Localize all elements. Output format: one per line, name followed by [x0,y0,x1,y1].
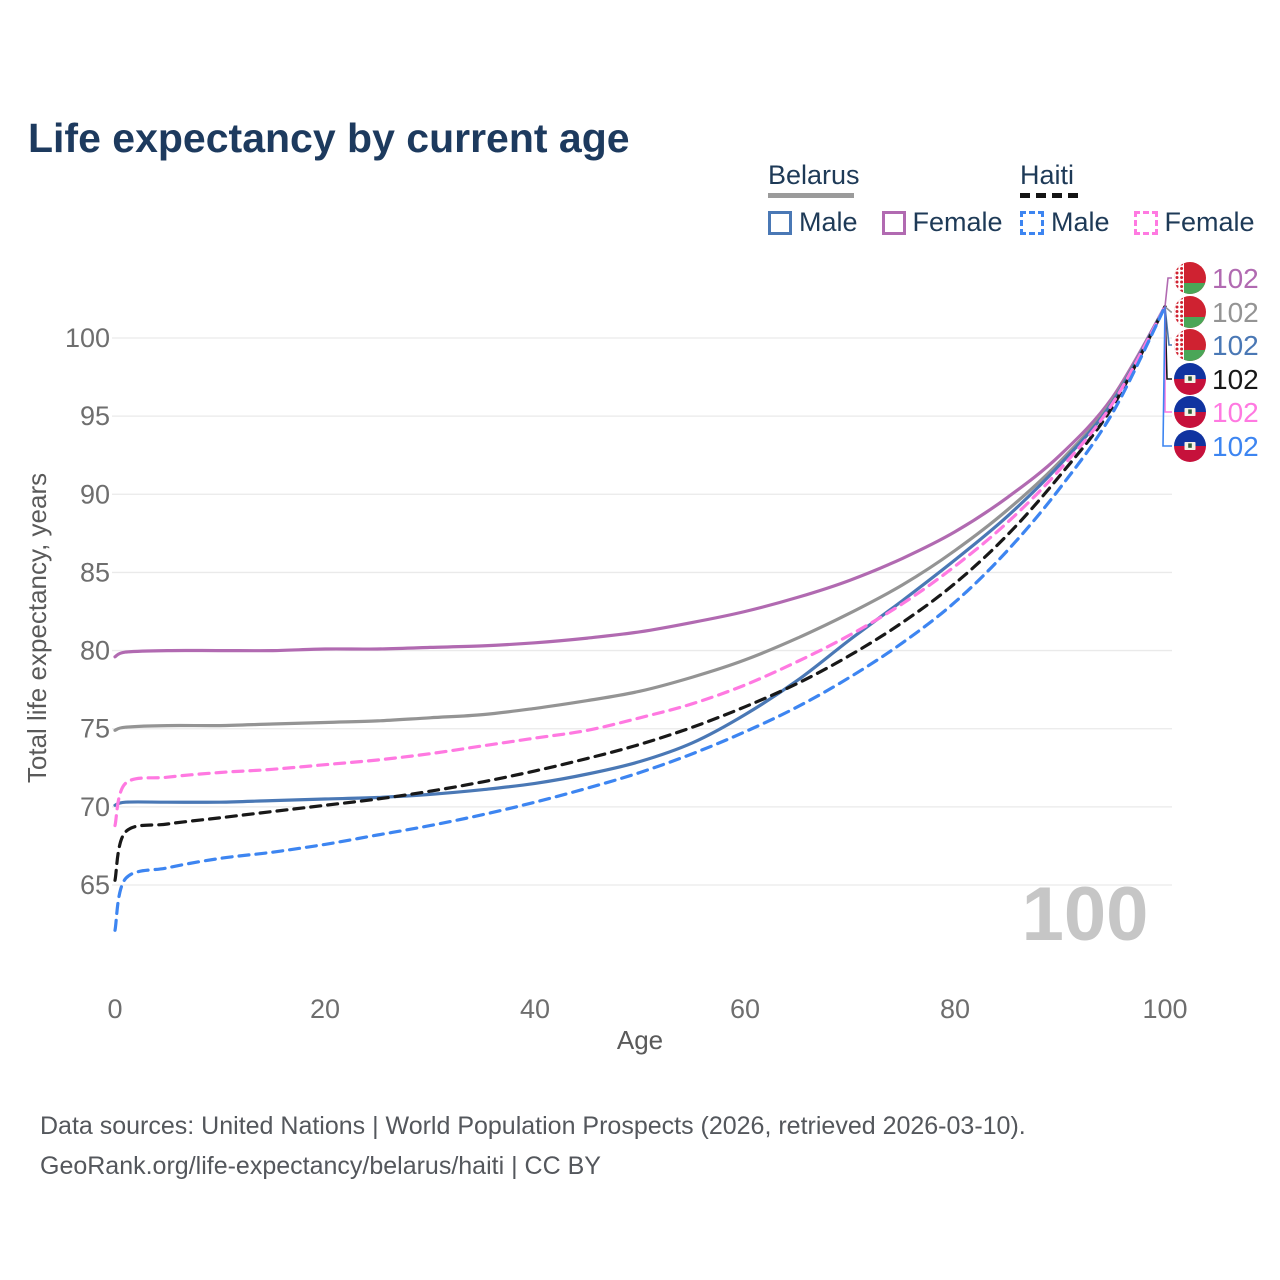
x-tick-label: 40 [520,994,550,1024]
gridlines: 65 70 75 80 85 90 95 100 [65,323,1172,900]
legend-swatch-belarus-female [881,210,906,235]
x-tick-label: 80 [940,994,970,1024]
legend-group-haiti: Haiti Male Female [1020,160,1255,238]
flag-icon-haiti [1174,430,1206,462]
y-tick-label: 90 [80,479,110,509]
end-label-connector [1164,306,1172,313]
series-line-belarus-male[interactable] [113,305,1167,807]
legend-label: Male [799,207,858,237]
x-axis-title: Age [617,1025,663,1055]
x-tick-label: 0 [107,994,122,1024]
end-label-connector [1162,306,1172,447]
footer: Data sources: United Nations | World Pop… [40,1106,1026,1186]
legend-header-belarus[interactable]: Belarus [768,160,860,190]
y-tick-label: 80 [80,636,110,666]
end-label-connector [1164,277,1172,307]
end-label-connector [1164,306,1172,346]
legend-item-haiti-male[interactable]: Male [1020,207,1110,238]
legend-label: Female [1164,207,1255,237]
page-title: Life expectancy by current age [28,115,630,162]
flag-icon-belarus [1174,296,1206,328]
legend: Belarus Male Female Haiti Male [0,160,1280,250]
legend-swatch-haiti-female [1133,210,1158,235]
legend-underline-haiti [1020,193,1078,198]
legend-item-haiti-female[interactable]: Female [1133,207,1255,238]
legend-swatch-haiti-male [1020,210,1044,235]
flag-icon-haiti [1174,363,1206,395]
series-line-belarus-female[interactable] [113,305,1167,659]
series-line-haiti-male[interactable] [113,305,1167,932]
legend-items-haiti: Male Female [1020,207,1255,238]
legend-header-haiti[interactable]: Haiti [1020,160,1075,190]
x-tick-label: 20 [310,994,340,1024]
y-axis-title: Total life expectancy, years [22,473,52,783]
legend-item-belarus-male[interactable]: Male [768,207,858,238]
legend-items-belarus: Male Female [768,207,1003,238]
flag-icon-belarus [1174,329,1206,361]
series-line-belarus[interactable] [113,305,1167,732]
data-sources-line: Data sources: United Nations | World Pop… [40,1112,1026,1140]
series-lines [113,305,1167,932]
legend-underline-belarus [768,193,854,198]
y-tick-label: 65 [80,870,110,900]
series-line-haiti-female[interactable] [113,305,1167,828]
flag-icon-haiti [1174,396,1206,428]
legend-group-belarus: Belarus Male Female [768,160,1003,238]
y-tick-label: 95 [80,401,110,431]
legend-label: Female [912,207,1003,237]
end-value-label-belarus-female: 102 [1212,263,1259,294]
end-value-label-haiti: 102 [1212,364,1259,395]
attribution-line: GeoRank.org/life-expectancy/belarus/hait… [40,1152,601,1180]
y-tick-label: 75 [80,714,110,744]
legend-item-belarus-female[interactable]: Female [881,207,1003,238]
end-value-label-belarus: 102 [1212,297,1259,328]
end-value-label-haiti-male: 102 [1212,431,1259,462]
x-tick-label: 100 [1142,994,1187,1024]
legend-swatch-belarus-male [768,210,792,235]
legend-label: Male [1051,207,1110,237]
series-line-haiti[interactable] [113,305,1167,882]
x-tick-label: 60 [730,994,760,1024]
end-value-label-belarus-male: 102 [1212,330,1259,361]
age-watermark: 100 [1022,872,1149,957]
y-tick-label: 100 [65,323,110,353]
end-value-label-haiti-female: 102 [1212,397,1259,428]
y-tick-label: 70 [80,792,110,822]
y-tick-label: 85 [80,557,110,587]
flag-icon-belarus [1174,262,1206,294]
